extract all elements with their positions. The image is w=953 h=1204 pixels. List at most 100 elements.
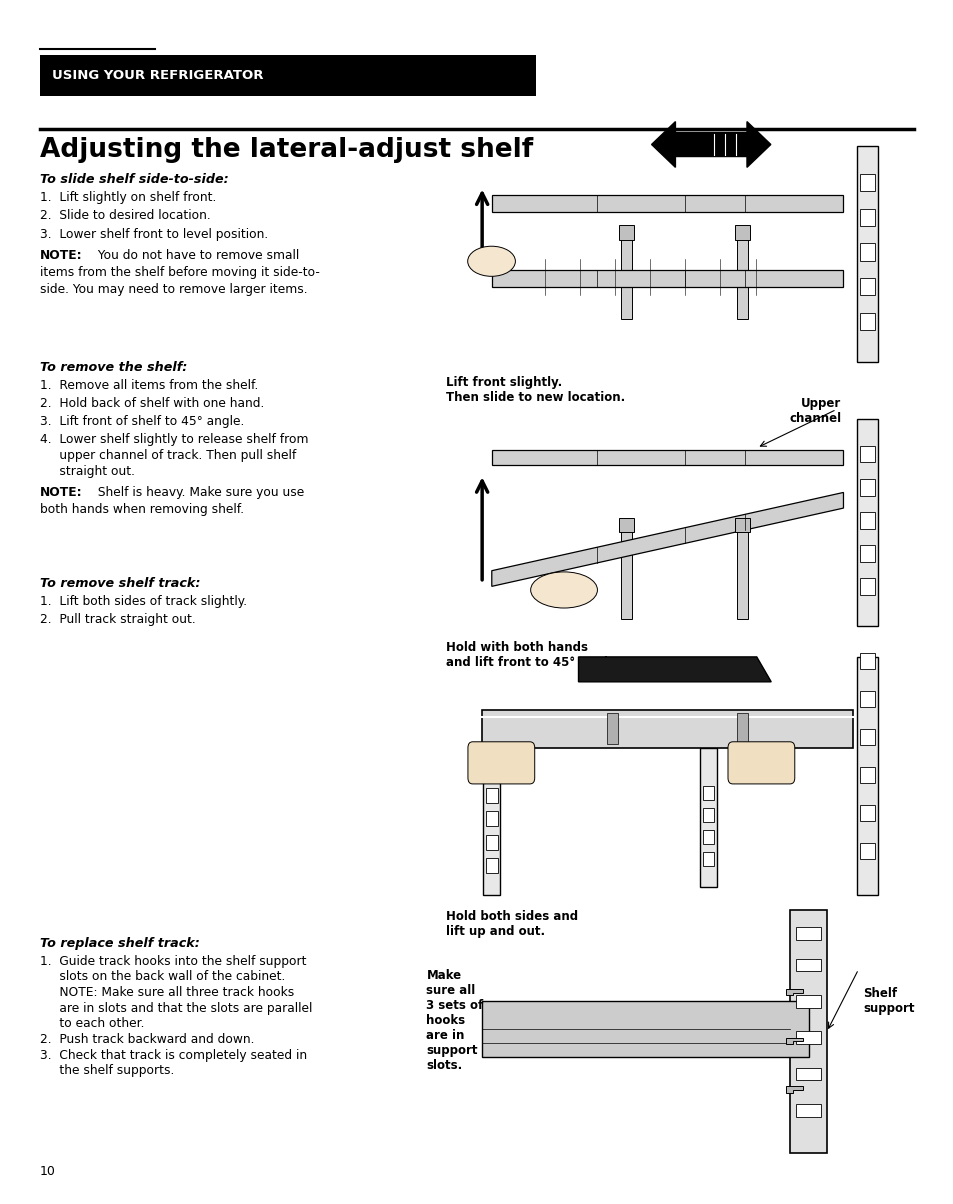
Text: are in slots and that the slots are parallel: are in slots and that the slots are para… bbox=[40, 1002, 313, 1015]
Bar bbox=[859, 767, 874, 783]
Text: To remove the shelf:: To remove the shelf: bbox=[40, 361, 187, 374]
Bar bbox=[859, 691, 874, 707]
Bar bbox=[734, 518, 749, 532]
Text: Hold with both hands
and lift front to 45° angle.: Hold with both hands and lift front to 4… bbox=[445, 641, 619, 668]
Text: 2.  Pull track straight out.: 2. Pull track straight out. bbox=[40, 613, 195, 626]
Text: 3.  Lower shelf front to level position.: 3. Lower shelf front to level position. bbox=[40, 228, 268, 241]
Bar bbox=[790, 910, 826, 1153]
Text: Lift front slightly.
Then slide to new location.: Lift front slightly. Then slide to new l… bbox=[445, 376, 624, 403]
Bar bbox=[856, 419, 877, 626]
Polygon shape bbox=[492, 195, 842, 212]
Bar bbox=[486, 858, 497, 873]
Ellipse shape bbox=[467, 247, 515, 277]
Bar bbox=[859, 278, 874, 295]
Text: 4.  Lower shelf slightly to release shelf from: 4. Lower shelf slightly to release shelf… bbox=[40, 433, 308, 447]
Bar bbox=[859, 805, 874, 821]
Bar bbox=[859, 173, 874, 191]
Text: Shelf
support: Shelf support bbox=[862, 987, 914, 1015]
Bar bbox=[859, 730, 874, 745]
Text: 1.  Guide track hooks into the shelf support: 1. Guide track hooks into the shelf supp… bbox=[40, 955, 306, 968]
Text: To replace shelf track:: To replace shelf track: bbox=[40, 937, 200, 950]
Bar bbox=[859, 578, 874, 595]
Bar bbox=[859, 844, 874, 860]
Text: side. You may need to remove larger items.: side. You may need to remove larger item… bbox=[40, 283, 308, 296]
Bar bbox=[859, 545, 874, 562]
Bar bbox=[700, 748, 717, 886]
Bar bbox=[796, 958, 821, 972]
Bar bbox=[483, 748, 500, 895]
Bar bbox=[736, 235, 747, 319]
Polygon shape bbox=[481, 1002, 808, 1057]
Text: 2.  Slide to desired location.: 2. Slide to desired location. bbox=[40, 209, 211, 223]
Text: items from the shelf before moving it side-to-: items from the shelf before moving it si… bbox=[40, 266, 319, 279]
Ellipse shape bbox=[530, 572, 597, 608]
Polygon shape bbox=[492, 450, 842, 465]
Bar bbox=[796, 995, 821, 1008]
Bar bbox=[40, 55, 536, 96]
Text: NOTE: Make sure all three track hooks: NOTE: Make sure all three track hooks bbox=[40, 986, 294, 999]
Polygon shape bbox=[492, 492, 842, 586]
Text: 1.  Remove all items from the shelf.: 1. Remove all items from the shelf. bbox=[40, 379, 258, 393]
Bar bbox=[734, 225, 749, 240]
Bar bbox=[859, 479, 874, 496]
Bar bbox=[736, 714, 747, 744]
Bar bbox=[606, 714, 618, 744]
Bar bbox=[859, 653, 874, 668]
Bar bbox=[796, 1104, 821, 1117]
Text: To remove shelf track:: To remove shelf track: bbox=[40, 577, 200, 590]
Text: Shelf is heavy. Make sure you use: Shelf is heavy. Make sure you use bbox=[94, 486, 304, 500]
Bar bbox=[486, 787, 497, 803]
Text: Upper
channel: Upper channel bbox=[788, 397, 841, 425]
Text: 2.  Hold back of shelf with one hand.: 2. Hold back of shelf with one hand. bbox=[40, 397, 264, 411]
Bar bbox=[486, 811, 497, 826]
Text: 2.  Push track backward and down.: 2. Push track backward and down. bbox=[40, 1033, 254, 1046]
Text: straight out.: straight out. bbox=[40, 465, 135, 478]
Text: 1.  Lift slightly on shelf front.: 1. Lift slightly on shelf front. bbox=[40, 191, 216, 205]
Text: Adjusting the lateral-adjust shelf: Adjusting the lateral-adjust shelf bbox=[40, 137, 533, 164]
Text: to each other.: to each other. bbox=[40, 1017, 145, 1031]
Text: 3.  Lift front of shelf to 45° angle.: 3. Lift front of shelf to 45° angle. bbox=[40, 415, 244, 429]
Polygon shape bbox=[785, 1038, 802, 1044]
Bar bbox=[859, 313, 874, 330]
Bar bbox=[702, 786, 714, 799]
Text: USING YOUR REFRIGERATOR: USING YOUR REFRIGERATOR bbox=[51, 70, 263, 82]
Bar bbox=[702, 830, 714, 844]
Text: Hold both sides and
lift up and out.: Hold both sides and lift up and out. bbox=[445, 910, 577, 938]
Polygon shape bbox=[578, 657, 770, 681]
Polygon shape bbox=[785, 1086, 802, 1092]
Bar bbox=[856, 657, 877, 895]
Bar bbox=[486, 834, 497, 850]
Text: both hands when removing shelf.: both hands when removing shelf. bbox=[40, 503, 244, 517]
Bar bbox=[859, 445, 874, 462]
FancyBboxPatch shape bbox=[468, 742, 534, 784]
FancyBboxPatch shape bbox=[727, 742, 794, 784]
Text: upper channel of track. Then pull shelf: upper channel of track. Then pull shelf bbox=[40, 449, 296, 462]
Polygon shape bbox=[651, 122, 770, 167]
Bar bbox=[796, 1032, 821, 1044]
Text: slots on the back wall of the cabinet.: slots on the back wall of the cabinet. bbox=[40, 970, 285, 984]
Text: To slide shelf side-to-side:: To slide shelf side-to-side: bbox=[40, 173, 229, 187]
Polygon shape bbox=[492, 270, 842, 287]
Text: NOTE:: NOTE: bbox=[40, 486, 83, 500]
Polygon shape bbox=[785, 990, 802, 996]
Bar bbox=[481, 709, 852, 748]
Bar bbox=[620, 235, 632, 319]
Text: You do not have to remove small: You do not have to remove small bbox=[94, 249, 299, 262]
Bar bbox=[796, 1068, 821, 1080]
Bar bbox=[618, 518, 634, 532]
Bar bbox=[620, 527, 632, 619]
Text: the shelf supports.: the shelf supports. bbox=[40, 1064, 174, 1078]
Bar bbox=[856, 146, 877, 362]
Bar bbox=[859, 243, 874, 260]
Bar bbox=[618, 225, 634, 240]
Bar bbox=[702, 808, 714, 821]
Text: 10: 10 bbox=[40, 1164, 56, 1178]
Text: Make
sure all
3 sets of
hooks
are in
support
slots.: Make sure all 3 sets of hooks are in sup… bbox=[426, 969, 483, 1073]
Bar bbox=[859, 208, 874, 226]
Text: NOTE:: NOTE: bbox=[40, 249, 83, 262]
Bar bbox=[736, 527, 747, 619]
Bar bbox=[796, 927, 821, 939]
Bar bbox=[859, 512, 874, 529]
Text: 3.  Check that track is completely seated in: 3. Check that track is completely seated… bbox=[40, 1049, 307, 1062]
Text: 1.  Lift both sides of track slightly.: 1. Lift both sides of track slightly. bbox=[40, 595, 247, 608]
